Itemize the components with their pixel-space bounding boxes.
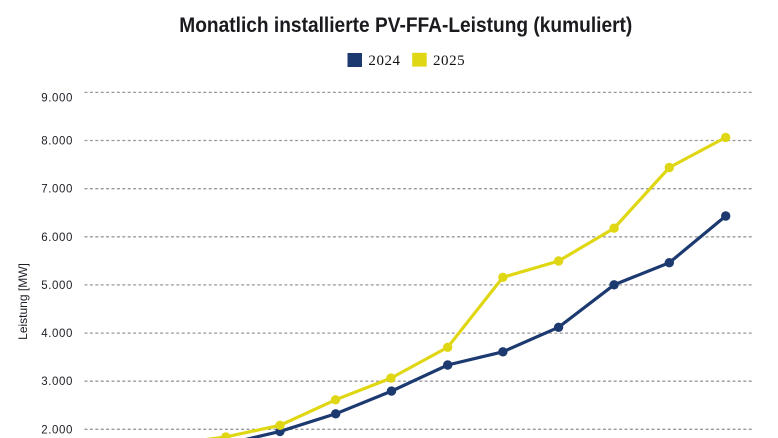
svg-text:5.000: 5.000 xyxy=(41,280,73,292)
svg-text:2024: 2024 xyxy=(368,53,400,69)
svg-text:8.000: 8.000 xyxy=(41,136,73,148)
svg-text:2.000: 2.000 xyxy=(41,424,73,436)
svg-text:3.000: 3.000 xyxy=(41,376,73,388)
svg-text:6.000: 6.000 xyxy=(41,232,73,244)
svg-text:9.000: 9.000 xyxy=(41,93,73,105)
svg-text:2025: 2025 xyxy=(433,53,465,69)
svg-text:7.000: 7.000 xyxy=(41,184,73,196)
svg-text:Monatlich installierte PV-FFA-: Monatlich installierte PV-FFA-Leistung (… xyxy=(179,13,632,37)
svg-text:4.000: 4.000 xyxy=(41,328,73,340)
svg-text:Leistung [MW]: Leistung [MW] xyxy=(16,263,30,340)
